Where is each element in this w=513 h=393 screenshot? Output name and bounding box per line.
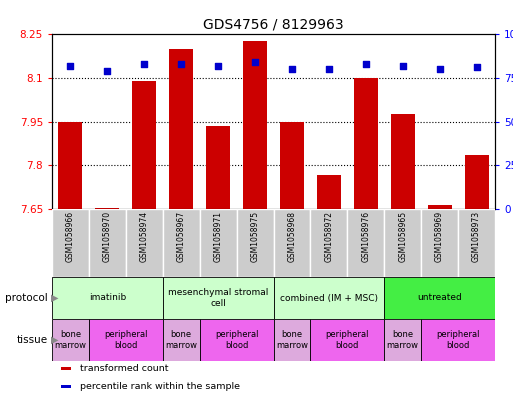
Bar <box>458 209 495 277</box>
Bar <box>347 209 384 277</box>
Bar <box>89 209 126 277</box>
Bar <box>384 277 495 319</box>
Point <box>251 59 259 65</box>
Text: GSM1058971: GSM1058971 <box>213 211 223 262</box>
Bar <box>465 155 488 209</box>
Bar <box>95 208 120 209</box>
Text: transformed count: transformed count <box>81 364 169 373</box>
Bar <box>273 319 310 361</box>
Bar <box>52 319 89 361</box>
Text: imatinib: imatinib <box>89 294 126 303</box>
Text: GDS4756 / 8129963: GDS4756 / 8129963 <box>203 17 344 31</box>
Text: GSM1058968: GSM1058968 <box>287 211 297 262</box>
Point <box>436 66 444 72</box>
Bar <box>310 319 384 361</box>
Bar <box>428 205 451 209</box>
Text: peripheral
blood: peripheral blood <box>215 330 259 350</box>
Text: GSM1058974: GSM1058974 <box>140 211 149 262</box>
Text: bone
marrow: bone marrow <box>165 330 197 350</box>
Bar <box>132 81 156 209</box>
Text: peripheral
blood: peripheral blood <box>326 330 369 350</box>
Bar <box>89 319 163 361</box>
Text: untreated: untreated <box>417 294 462 303</box>
Bar <box>169 49 193 209</box>
Text: GSM1058965: GSM1058965 <box>398 211 407 262</box>
Bar <box>243 41 267 209</box>
Text: GSM1058975: GSM1058975 <box>250 211 260 262</box>
Text: bone
marrow: bone marrow <box>387 330 419 350</box>
Bar <box>273 209 310 277</box>
Text: GSM1058970: GSM1058970 <box>103 211 112 262</box>
Text: tissue: tissue <box>17 335 48 345</box>
Text: GSM1058967: GSM1058967 <box>176 211 186 262</box>
Point <box>288 66 296 72</box>
Point <box>325 66 333 72</box>
Bar <box>206 126 230 209</box>
Bar <box>280 121 304 209</box>
Bar <box>273 277 384 319</box>
Bar <box>58 121 83 209</box>
Bar <box>126 209 163 277</box>
Bar <box>163 319 200 361</box>
Bar <box>200 209 236 277</box>
Point <box>214 62 222 69</box>
Bar <box>61 385 71 387</box>
Bar <box>354 78 378 209</box>
Point <box>177 61 185 67</box>
Bar <box>421 209 458 277</box>
Text: ▶: ▶ <box>51 293 58 303</box>
Bar <box>52 277 163 319</box>
Point <box>103 68 111 74</box>
Text: GSM1058969: GSM1058969 <box>435 211 444 262</box>
Text: peripheral
blood: peripheral blood <box>437 330 480 350</box>
Text: percentile rank within the sample: percentile rank within the sample <box>81 382 241 391</box>
Text: ▶: ▶ <box>51 335 58 345</box>
Bar <box>200 319 273 361</box>
Text: combined (IM + MSC): combined (IM + MSC) <box>280 294 378 303</box>
Bar <box>310 209 347 277</box>
Text: GSM1058976: GSM1058976 <box>361 211 370 262</box>
Point <box>66 62 74 69</box>
Bar <box>236 209 273 277</box>
Bar <box>384 319 421 361</box>
Text: peripheral
blood: peripheral blood <box>104 330 148 350</box>
Bar <box>391 114 415 209</box>
Bar <box>317 175 341 209</box>
Point <box>399 62 407 69</box>
Text: bone
marrow: bone marrow <box>54 330 87 350</box>
Bar <box>384 209 421 277</box>
Text: protocol: protocol <box>5 293 48 303</box>
Bar <box>163 209 200 277</box>
Text: GSM1058966: GSM1058966 <box>66 211 75 262</box>
Bar <box>52 209 89 277</box>
Point <box>472 64 481 70</box>
Text: mesenchymal stromal
cell: mesenchymal stromal cell <box>168 288 268 308</box>
Text: GSM1058973: GSM1058973 <box>472 211 481 262</box>
Point <box>140 61 148 67</box>
Point <box>362 61 370 67</box>
Text: bone
marrow: bone marrow <box>276 330 308 350</box>
Bar <box>421 319 495 361</box>
Bar <box>163 277 273 319</box>
Text: GSM1058972: GSM1058972 <box>324 211 333 262</box>
Bar <box>61 367 71 370</box>
